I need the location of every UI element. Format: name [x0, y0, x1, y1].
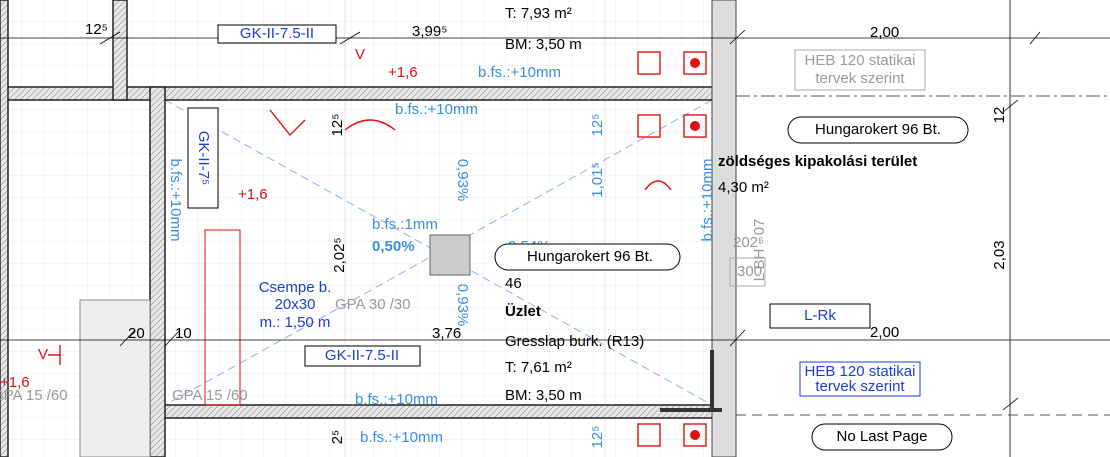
room-area: 4,30 m² [718, 179, 769, 196]
floor-note: b.fs.:+10mm [395, 101, 478, 118]
fire-rating: GPA 15 /60 [172, 387, 248, 404]
room-area: T: 7,93 m² [505, 5, 572, 22]
dimension: 10 [175, 325, 192, 342]
slope: b.fs.:1mm [372, 216, 438, 233]
dimension: 2⁵ [329, 430, 346, 445]
level: +1,6 [238, 186, 268, 203]
floor-plan: 12⁵ GK-II-7.5-II 3,99⁵ T: 7,93 m² BM: 3,… [0, 0, 1110, 457]
room-floor: Gresslap burk. (R13) [505, 333, 644, 350]
column-tag: L-Rk [804, 307, 836, 324]
wall-type: GK-II-7.5-II [240, 25, 314, 42]
dimension: 3,99⁵ [412, 23, 447, 40]
room-name: zöldséges kipakolási terület [718, 153, 917, 170]
level: +1,6 [388, 64, 418, 81]
dimension: 20 [128, 325, 145, 342]
fire-rating: GPA 15 /60 [0, 387, 68, 404]
dimension: 2,03 [991, 240, 1008, 269]
tile-note: Csempe b. [259, 279, 332, 296]
wall-type: GK-II-7⁵ [195, 131, 212, 186]
room-number: 46 [505, 275, 522, 292]
room-height: BM: 3,50 m [505, 387, 582, 404]
note: tervek szerint [815, 378, 905, 395]
dimension: 1,01⁵ [589, 162, 606, 197]
valve-mark: V [38, 346, 48, 363]
floor-note: b.fs.:+10mm [360, 429, 443, 446]
floor-note: b.fs.:+10mm [355, 391, 438, 408]
slope: 0,93% [454, 159, 471, 202]
tile-note: m.: 1,50 m [260, 314, 331, 331]
dimension: 2,00 [870, 24, 899, 41]
room-owner: Hungarokert 96 Bt. [527, 248, 653, 265]
dimension: 12⁵ [329, 114, 346, 137]
room-name: Üzlet [505, 303, 541, 320]
wall-type: GK-II-7.5-II [325, 347, 399, 364]
dimension: 12⁵ [589, 114, 606, 137]
room-area: T: 7,61 m² [505, 359, 572, 376]
floor-note: b.fs.:+10mm [167, 159, 184, 242]
note: HEB 120 statikai [805, 52, 916, 69]
fire-rating: GPA 30 /30 [335, 296, 411, 313]
page-tag: No Last Page [837, 428, 928, 445]
slope: 0,50% [372, 238, 415, 255]
dimension: 12⁵ [589, 426, 606, 449]
slope: 0,93% [454, 284, 471, 327]
dimension: 12 [991, 107, 1008, 124]
floor-note: b.fs.:+10mm [699, 159, 716, 242]
tile-note: 20x30 [275, 296, 316, 313]
beam-note: L BH - 07 [751, 219, 768, 282]
dimension: 2,02⁵ [331, 237, 348, 272]
valve-mark: V [355, 46, 365, 63]
room-height: BM: 3,50 m [505, 36, 582, 53]
floor-note: b.fs.:+10mm [478, 64, 561, 81]
dimension: 12⁵ [85, 21, 108, 38]
dimension: 2,00 [870, 324, 899, 341]
dimension: 3,76 [432, 325, 461, 342]
note: tervek szerint [815, 70, 905, 87]
room-owner: Hungarokert 96 Bt. [815, 121, 941, 138]
